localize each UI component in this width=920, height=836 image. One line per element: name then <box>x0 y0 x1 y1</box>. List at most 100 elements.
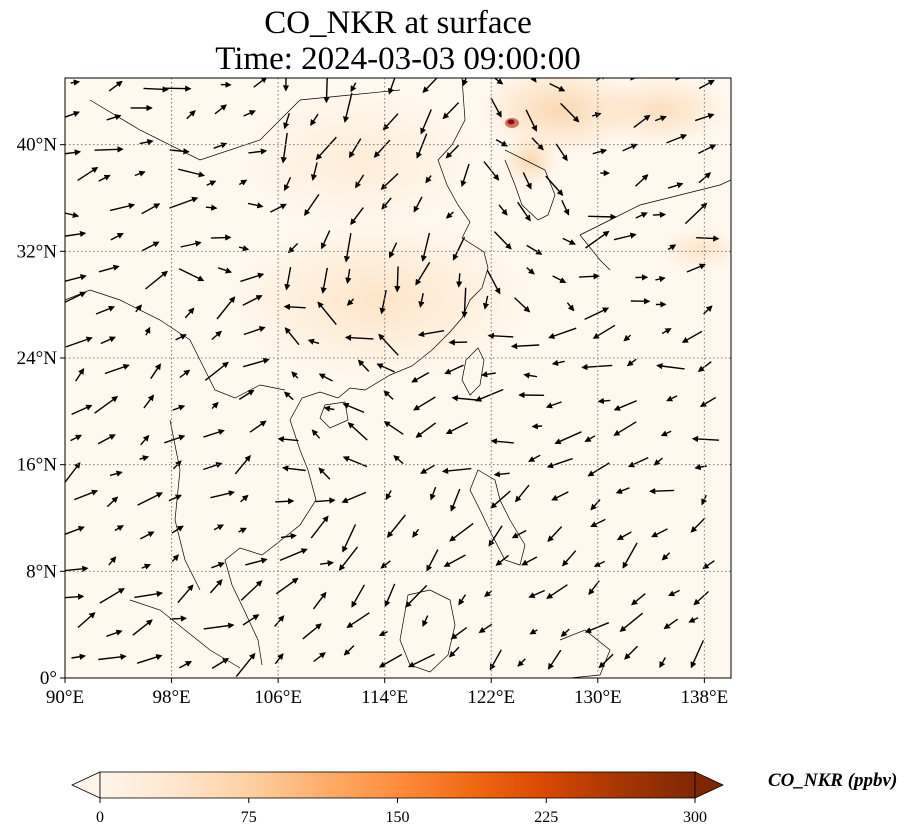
wind-vector <box>686 263 706 273</box>
wind-vector <box>211 562 225 569</box>
wind-vector <box>627 456 649 468</box>
wind-vector <box>378 653 403 668</box>
wind-vector <box>445 211 454 219</box>
wind-vector <box>248 148 268 155</box>
wind-vector <box>584 307 610 321</box>
wind-vector <box>693 590 709 606</box>
coastline-new-guinea <box>559 629 611 678</box>
wind-vector <box>106 629 123 637</box>
concentration-haze-japan <box>660 228 731 272</box>
wind-vector <box>98 174 111 182</box>
wind-vector <box>552 275 567 284</box>
wind-vector <box>690 517 706 533</box>
wind-vector <box>660 430 672 437</box>
wind-vector <box>690 640 705 669</box>
lon-tick-label: 130°E <box>574 687 622 708</box>
wind-vector <box>380 560 391 569</box>
lat-tick-label: 0° <box>40 668 57 689</box>
wind-vector <box>203 622 235 630</box>
wind-vector <box>546 584 568 599</box>
coastline-andaman <box>169 419 201 591</box>
wind-vector <box>216 296 236 320</box>
wind-vector <box>456 273 463 288</box>
wind-vector <box>249 420 267 433</box>
wind-vector <box>243 326 266 336</box>
wind-vector <box>626 358 637 367</box>
colorbar-tick-label: 225 <box>534 809 558 826</box>
wind-vector <box>613 400 637 411</box>
colorbar-label: CO_NKR (ppbv) <box>768 770 898 791</box>
wind-vector <box>393 455 404 465</box>
wind-vector <box>531 423 543 430</box>
wind-vector <box>653 457 663 466</box>
wind-vector <box>210 490 236 499</box>
wind-vector <box>150 363 161 380</box>
wind-vector <box>590 499 601 511</box>
wind-vector <box>394 266 401 293</box>
wind-vector <box>655 275 666 283</box>
wind-vector <box>274 615 285 627</box>
wind-vector <box>489 649 502 671</box>
wind-vector <box>656 362 685 370</box>
wind-vector <box>405 584 428 608</box>
wind-vector <box>522 172 532 190</box>
wind-vector <box>460 163 470 188</box>
wind-vector <box>631 593 646 606</box>
wind-vector <box>204 361 229 381</box>
wind-vector <box>134 170 146 177</box>
wind-vector <box>217 267 232 274</box>
wind-vector <box>616 531 632 541</box>
wind-vector <box>555 143 568 162</box>
wind-vector <box>99 588 125 604</box>
wind-vector <box>384 583 396 608</box>
wind-vector <box>109 202 136 212</box>
wind-vector <box>345 268 352 285</box>
wind-vector <box>213 524 225 531</box>
wind-vector <box>235 652 256 678</box>
wind-vector <box>386 514 406 538</box>
wind-vector <box>529 628 538 635</box>
wind-vector <box>416 133 428 159</box>
wind-vector <box>65 211 80 219</box>
wind-vector <box>635 212 648 219</box>
wind-vector <box>484 590 493 597</box>
wind-vector <box>511 529 527 539</box>
wind-vector <box>320 267 328 294</box>
wind-vector <box>622 143 638 152</box>
wind-vector <box>661 552 671 561</box>
wind-vector <box>666 395 678 402</box>
wind-vector <box>109 470 123 477</box>
wind-vector <box>169 196 199 209</box>
wind-vector <box>178 168 206 178</box>
wind-vector <box>387 78 396 95</box>
wind-vector <box>461 287 468 318</box>
wind-vector <box>104 363 130 375</box>
wind-vector <box>65 565 89 572</box>
wind-vector <box>140 434 150 446</box>
wind-vector <box>65 274 87 282</box>
wind-vector <box>283 112 290 130</box>
wind-vector <box>357 359 370 372</box>
wind-vector <box>551 491 569 501</box>
wind-vector <box>350 207 364 226</box>
wind-vector <box>407 653 435 668</box>
wind-vector <box>378 333 399 356</box>
wind-vector <box>415 261 431 286</box>
wind-vector <box>280 132 288 164</box>
wind-vector <box>277 436 299 443</box>
wind-vector <box>429 486 437 501</box>
wind-vector <box>379 290 387 315</box>
wind-vector <box>139 455 150 462</box>
wind-vector <box>284 327 300 346</box>
wind-vector <box>694 113 715 122</box>
wind-vector <box>317 301 337 326</box>
wind-vectors <box>65 78 720 678</box>
wind-vector <box>697 144 717 155</box>
wind-vector <box>652 211 667 218</box>
wind-vector <box>315 497 336 504</box>
map-frame <box>64 77 732 679</box>
wind-vector <box>560 102 580 123</box>
coastline-borneo <box>399 589 456 673</box>
wind-vector <box>450 627 468 640</box>
wind-vector <box>566 302 575 312</box>
